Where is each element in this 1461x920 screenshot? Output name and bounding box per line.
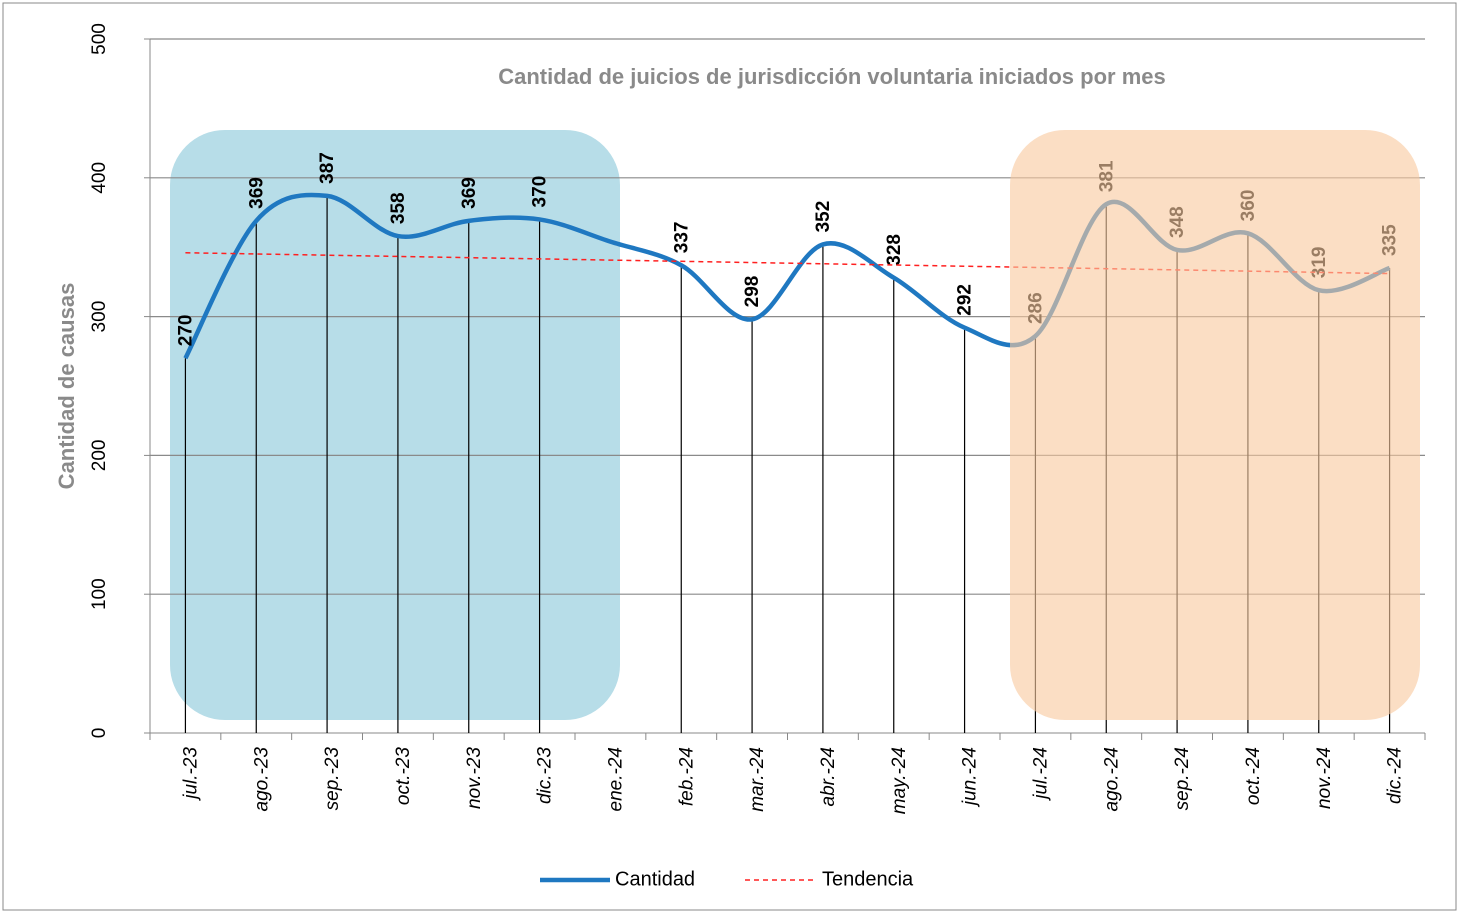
y-axis-label: Cantidad de causas xyxy=(54,283,79,490)
x-tick-label: oct.-23 xyxy=(393,747,414,806)
x-tick-label: oct.-24 xyxy=(1243,747,1264,805)
x-tick-label: nov.-23 xyxy=(464,747,485,809)
data-label: 369 xyxy=(459,177,480,209)
x-tick-label: may.-24 xyxy=(889,747,910,814)
x-tick-label: dic.-23 xyxy=(535,747,556,804)
data-label: 387 xyxy=(317,152,338,184)
highlight-zone xyxy=(170,130,620,720)
data-label: 369 xyxy=(246,177,267,209)
x-tick-label: abr.-24 xyxy=(818,747,839,807)
y-tick-label: 300 xyxy=(89,301,110,333)
x-tick-label: mar.-24 xyxy=(747,747,768,812)
data-label: 270 xyxy=(175,315,196,347)
x-tick-label: nov.-24 xyxy=(1314,747,1335,809)
y-tick-label: 200 xyxy=(89,440,110,472)
legend-label: Tendencia xyxy=(822,868,914,890)
x-tick-label: jul.-24 xyxy=(1030,747,1051,802)
chart-title: Cantidad de juicios de jurisdicción volu… xyxy=(498,64,1165,89)
data-label: 358 xyxy=(388,192,409,224)
y-tick-label: 500 xyxy=(89,23,110,55)
x-tick-label: dic.-24 xyxy=(1385,747,1406,804)
x-tick-label: ago.-24 xyxy=(1101,747,1122,811)
highlight-zone xyxy=(1010,130,1420,720)
y-tick-label: 100 xyxy=(89,578,110,610)
x-tick-label: jun.-24 xyxy=(960,747,981,808)
data-label: 298 xyxy=(742,276,763,308)
y-tick-label: 400 xyxy=(89,162,110,194)
x-tick-label: feb.-24 xyxy=(676,747,697,806)
y-tick-label: 0 xyxy=(89,728,110,739)
x-tick-label: jul.-23 xyxy=(180,747,201,802)
data-label: 337 xyxy=(671,222,692,254)
x-tick-label: ene.-24 xyxy=(605,747,626,811)
data-label: 328 xyxy=(884,234,905,266)
data-label: 292 xyxy=(955,284,976,316)
x-tick-label: sep.-24 xyxy=(1172,747,1193,810)
legend-label: Cantidad xyxy=(615,868,695,890)
data-label: 370 xyxy=(530,176,551,208)
x-tick-label: ago.-23 xyxy=(251,747,272,812)
x-tick-label: sep.-23 xyxy=(322,747,343,811)
data-label: 352 xyxy=(813,201,834,233)
